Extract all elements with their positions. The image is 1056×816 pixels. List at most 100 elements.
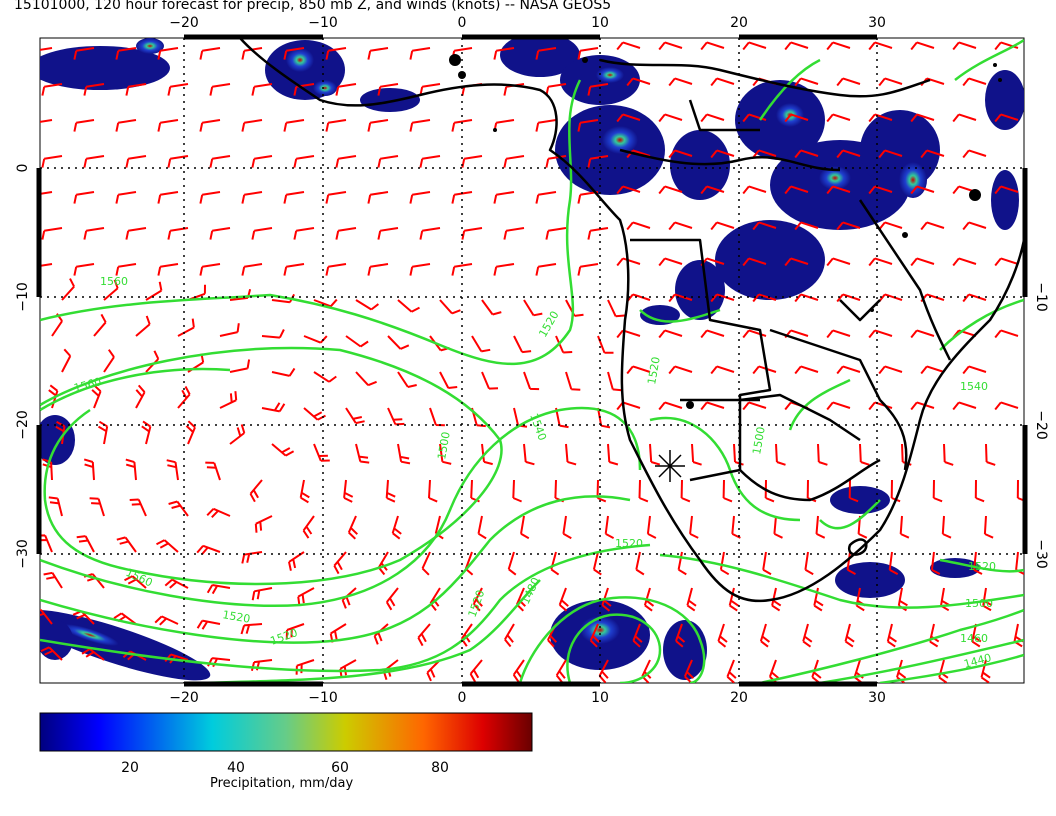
wind-barb xyxy=(387,335,410,350)
wind-barb xyxy=(523,299,543,317)
wind-barb xyxy=(794,365,819,375)
wind-barb xyxy=(910,329,935,339)
lat-tick-label: −30 xyxy=(15,539,31,569)
wind-barb xyxy=(731,515,741,539)
wind-barb xyxy=(616,113,641,123)
wind-barb xyxy=(802,623,813,648)
wind-barb xyxy=(83,83,105,96)
contour-label: 1520 xyxy=(968,560,996,573)
wind-barb xyxy=(335,155,357,168)
wind-barb xyxy=(325,191,347,204)
wind-barb xyxy=(626,149,651,159)
wind-barb xyxy=(638,479,649,503)
wind-barb xyxy=(167,155,189,168)
wind-barb xyxy=(240,623,263,635)
wind-barb xyxy=(41,155,63,168)
wind-barb xyxy=(299,479,310,504)
wind-barb xyxy=(565,443,577,466)
wind-barb xyxy=(219,323,240,337)
wind-barb xyxy=(562,515,572,540)
wind-barb xyxy=(89,497,105,517)
wind-barb xyxy=(677,551,687,576)
wind-barb xyxy=(592,551,602,576)
wind-barb xyxy=(980,659,991,683)
wind-barb xyxy=(994,185,1019,195)
wind-barb xyxy=(451,119,473,132)
wind-barb xyxy=(125,83,147,96)
wind-barb xyxy=(288,551,305,571)
wind-barb xyxy=(241,551,263,564)
wind-barb xyxy=(251,587,273,601)
wind-barb xyxy=(439,299,461,315)
wind-barb xyxy=(41,83,63,96)
lon-tick-label: 20 xyxy=(730,690,748,706)
wind-barb xyxy=(177,318,195,337)
wind-barb xyxy=(325,47,347,60)
wind-barb xyxy=(367,47,389,60)
wind-barb xyxy=(726,659,737,683)
height-contours xyxy=(40,38,1024,683)
wind-barb xyxy=(994,401,1019,411)
wind-barb xyxy=(41,227,63,240)
lon-tick-label: 10 xyxy=(591,15,609,31)
wind-barb xyxy=(313,443,330,462)
wind-barb xyxy=(40,119,53,123)
wind-barb xyxy=(157,47,179,60)
wind-barb xyxy=(313,371,337,383)
wind-barb xyxy=(626,365,651,375)
wind-barb xyxy=(199,191,221,204)
wind-barb xyxy=(626,221,651,231)
wind-barb xyxy=(129,498,147,517)
wind-barb xyxy=(555,659,567,683)
wind-barb xyxy=(409,263,431,276)
wind-barb xyxy=(325,263,347,276)
wind-barb xyxy=(313,298,338,308)
wind-barb xyxy=(355,299,380,311)
wind-barb xyxy=(962,365,987,375)
wind-barb xyxy=(470,479,480,503)
wind-barb xyxy=(826,185,851,195)
wind-barb xyxy=(156,539,179,553)
wind-barb xyxy=(836,77,861,87)
wind-barb xyxy=(616,185,641,195)
colorbar-label: Precipitation, mm/day xyxy=(210,776,354,791)
lon-axis-top: −20 −10 0 10 20 30 xyxy=(169,15,886,31)
wind-barb xyxy=(794,149,819,159)
wind-barb xyxy=(558,587,569,612)
wind-barb xyxy=(762,551,772,576)
wind-barb xyxy=(878,149,903,159)
wind-barb xyxy=(643,587,655,612)
lon-tick-label: 20 xyxy=(730,15,748,31)
wind-barb xyxy=(145,350,160,373)
wind-barb xyxy=(784,257,809,267)
map-title: 15101000, 120 hour forecast for precip, … xyxy=(14,0,612,13)
lon-tick-label: −20 xyxy=(169,690,199,706)
colorbar-tick-label: 20 xyxy=(121,760,139,776)
wind-barb xyxy=(124,575,147,589)
wind-barb xyxy=(668,293,693,303)
wind-barb xyxy=(742,401,767,411)
wind-barb xyxy=(335,227,357,240)
wind-barb xyxy=(345,335,369,348)
contour-label: 1500 xyxy=(435,431,453,461)
wind-barb xyxy=(103,349,115,373)
wind-barb xyxy=(658,329,683,339)
lon-tick-label: −20 xyxy=(169,15,199,31)
wind-barb xyxy=(335,83,357,96)
wind-barb xyxy=(164,578,189,589)
wind-barb xyxy=(604,515,615,539)
wind-barb xyxy=(742,113,767,123)
wind-barb xyxy=(428,479,438,503)
lat-tick-label: 0 xyxy=(15,164,31,173)
wind-barb xyxy=(598,659,609,683)
wind-barb xyxy=(333,551,347,575)
wind-barb xyxy=(836,365,861,375)
lon-tick-label: −10 xyxy=(308,15,338,31)
wind-barb xyxy=(589,623,600,648)
lat-axis-right: −10 −20 −30 xyxy=(1033,282,1049,569)
wind-barb xyxy=(545,155,567,168)
wind-barb xyxy=(61,348,72,373)
wind-barb xyxy=(710,149,735,159)
wind-barb xyxy=(302,515,315,539)
wind-barb xyxy=(367,263,389,276)
